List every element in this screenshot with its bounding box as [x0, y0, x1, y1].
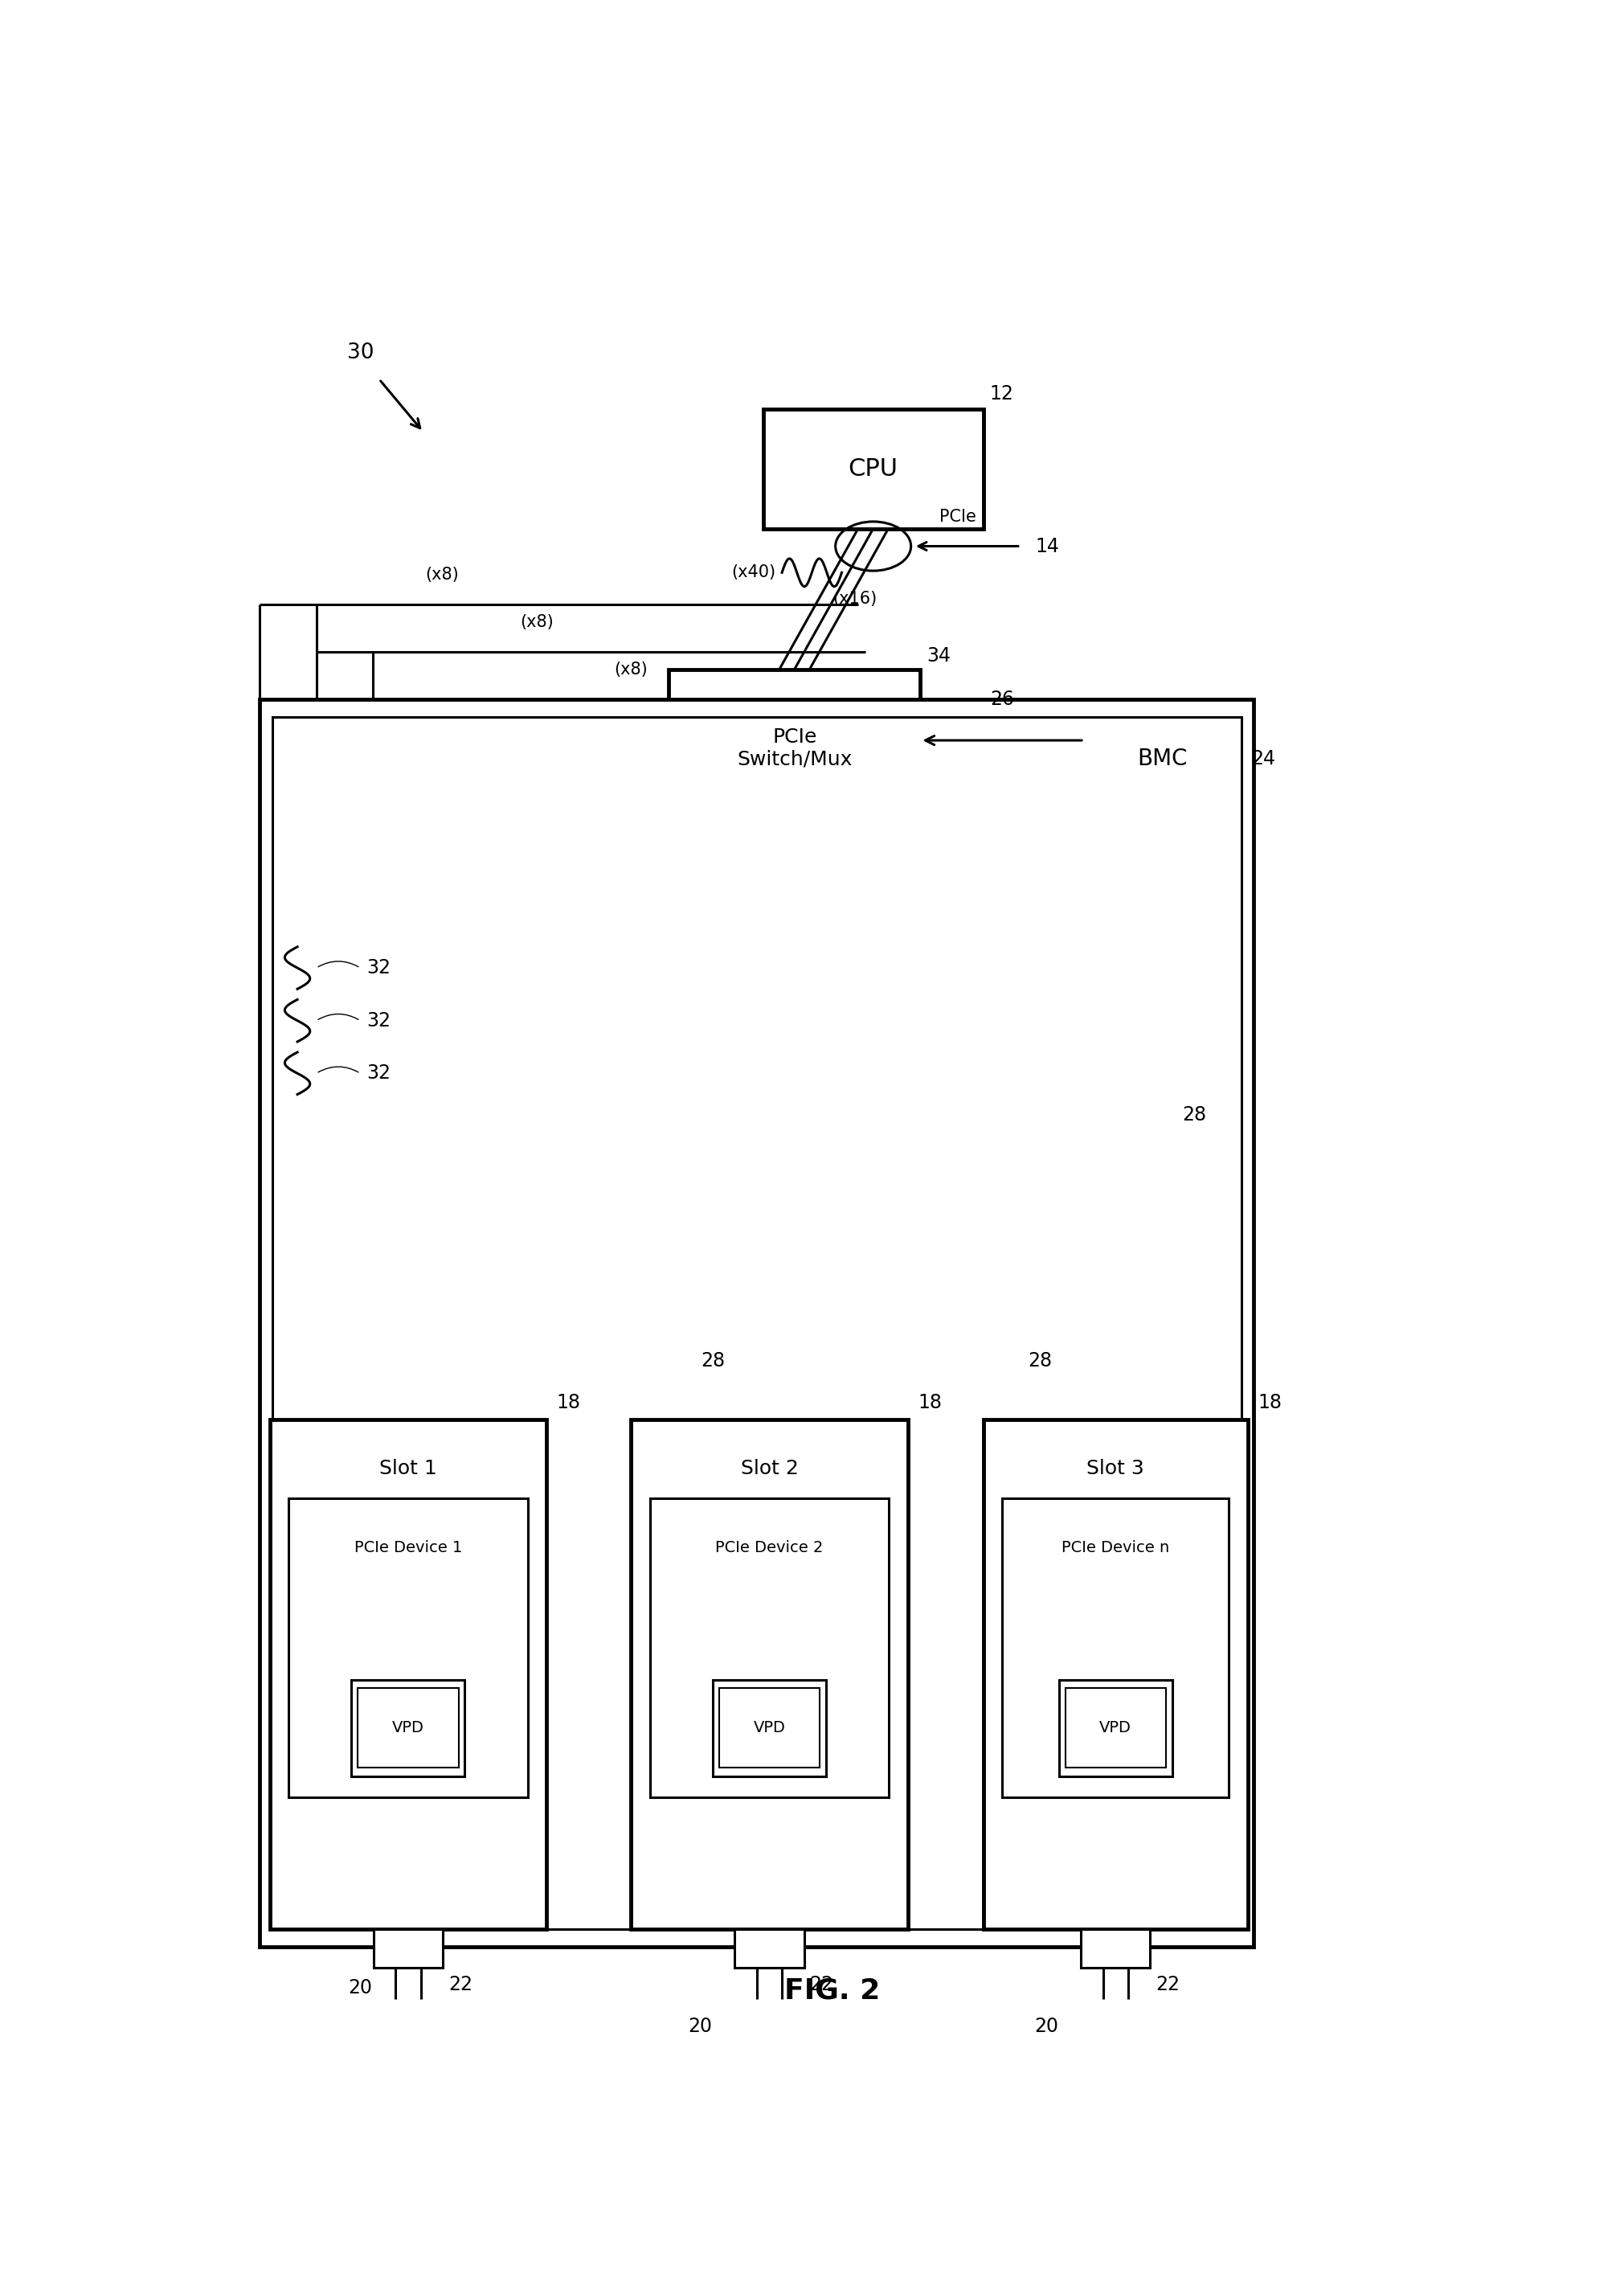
- Text: 34: 34: [927, 646, 950, 666]
- Bar: [734, 1928, 804, 1967]
- Text: 20: 20: [689, 2017, 713, 2036]
- Bar: [351, 1680, 464, 1775]
- Text: (x8): (x8): [425, 566, 460, 584]
- Text: 20: 20: [1034, 2017, 1059, 2036]
- Bar: [1002, 1499, 1229, 1798]
- Text: PCIe Device 1: PCIe Device 1: [354, 1540, 463, 1556]
- Bar: [632, 1419, 908, 1928]
- Bar: [260, 698, 1254, 1947]
- Text: 32: 32: [367, 1011, 391, 1029]
- Text: 26: 26: [991, 689, 1015, 710]
- Bar: [763, 408, 984, 529]
- Text: Slot 1: Slot 1: [380, 1458, 437, 1479]
- Text: PCIe
Switch/Mux: PCIe Switch/Mux: [737, 728, 853, 769]
- Bar: [650, 1499, 888, 1798]
- Bar: [1082, 1928, 1150, 1967]
- Text: (x16): (x16): [833, 591, 877, 607]
- Text: 28: 28: [700, 1351, 724, 1369]
- Bar: [713, 1680, 827, 1775]
- Text: VPD: VPD: [754, 1721, 786, 1737]
- Text: VPD: VPD: [391, 1721, 424, 1737]
- Text: 30: 30: [348, 342, 374, 363]
- Text: 24: 24: [1252, 748, 1275, 769]
- Text: (x40): (x40): [731, 564, 776, 580]
- Bar: [270, 1419, 547, 1928]
- Text: 20: 20: [348, 1978, 372, 1997]
- Text: CPU: CPU: [848, 456, 898, 482]
- Bar: [1085, 707, 1241, 810]
- Bar: [669, 669, 921, 828]
- Bar: [357, 1689, 458, 1766]
- Bar: [984, 1419, 1247, 1928]
- Bar: [374, 1928, 443, 1967]
- Text: Slot 2: Slot 2: [741, 1458, 799, 1479]
- Text: 22: 22: [810, 1974, 833, 1994]
- Text: 14: 14: [1036, 536, 1059, 557]
- Bar: [1059, 1680, 1173, 1775]
- Text: FIG. 2: FIG. 2: [784, 1976, 880, 2004]
- Text: 22: 22: [448, 1974, 473, 1994]
- Text: BMC: BMC: [1137, 748, 1187, 769]
- Text: 28: 28: [1028, 1351, 1052, 1369]
- Text: Slot 3: Slot 3: [1086, 1458, 1145, 1479]
- Bar: [289, 1499, 528, 1798]
- Text: PCIe: PCIe: [939, 509, 976, 525]
- Bar: [1065, 1689, 1166, 1766]
- Text: 32: 32: [367, 1063, 391, 1084]
- Text: PCIe Device 2: PCIe Device 2: [716, 1540, 823, 1556]
- Text: 32: 32: [367, 958, 391, 977]
- Text: 18: 18: [557, 1394, 581, 1413]
- Text: 22: 22: [1156, 1974, 1181, 1994]
- Text: 18: 18: [1257, 1394, 1281, 1413]
- Text: 18: 18: [918, 1394, 942, 1413]
- Bar: [273, 717, 1241, 1928]
- Text: (x8): (x8): [520, 614, 554, 630]
- Text: VPD: VPD: [1099, 1721, 1132, 1737]
- Text: PCIe Device n: PCIe Device n: [1062, 1540, 1169, 1556]
- Text: 28: 28: [1182, 1104, 1207, 1125]
- Text: (x8): (x8): [614, 662, 648, 678]
- Text: 12: 12: [989, 386, 1013, 404]
- Bar: [719, 1689, 820, 1766]
